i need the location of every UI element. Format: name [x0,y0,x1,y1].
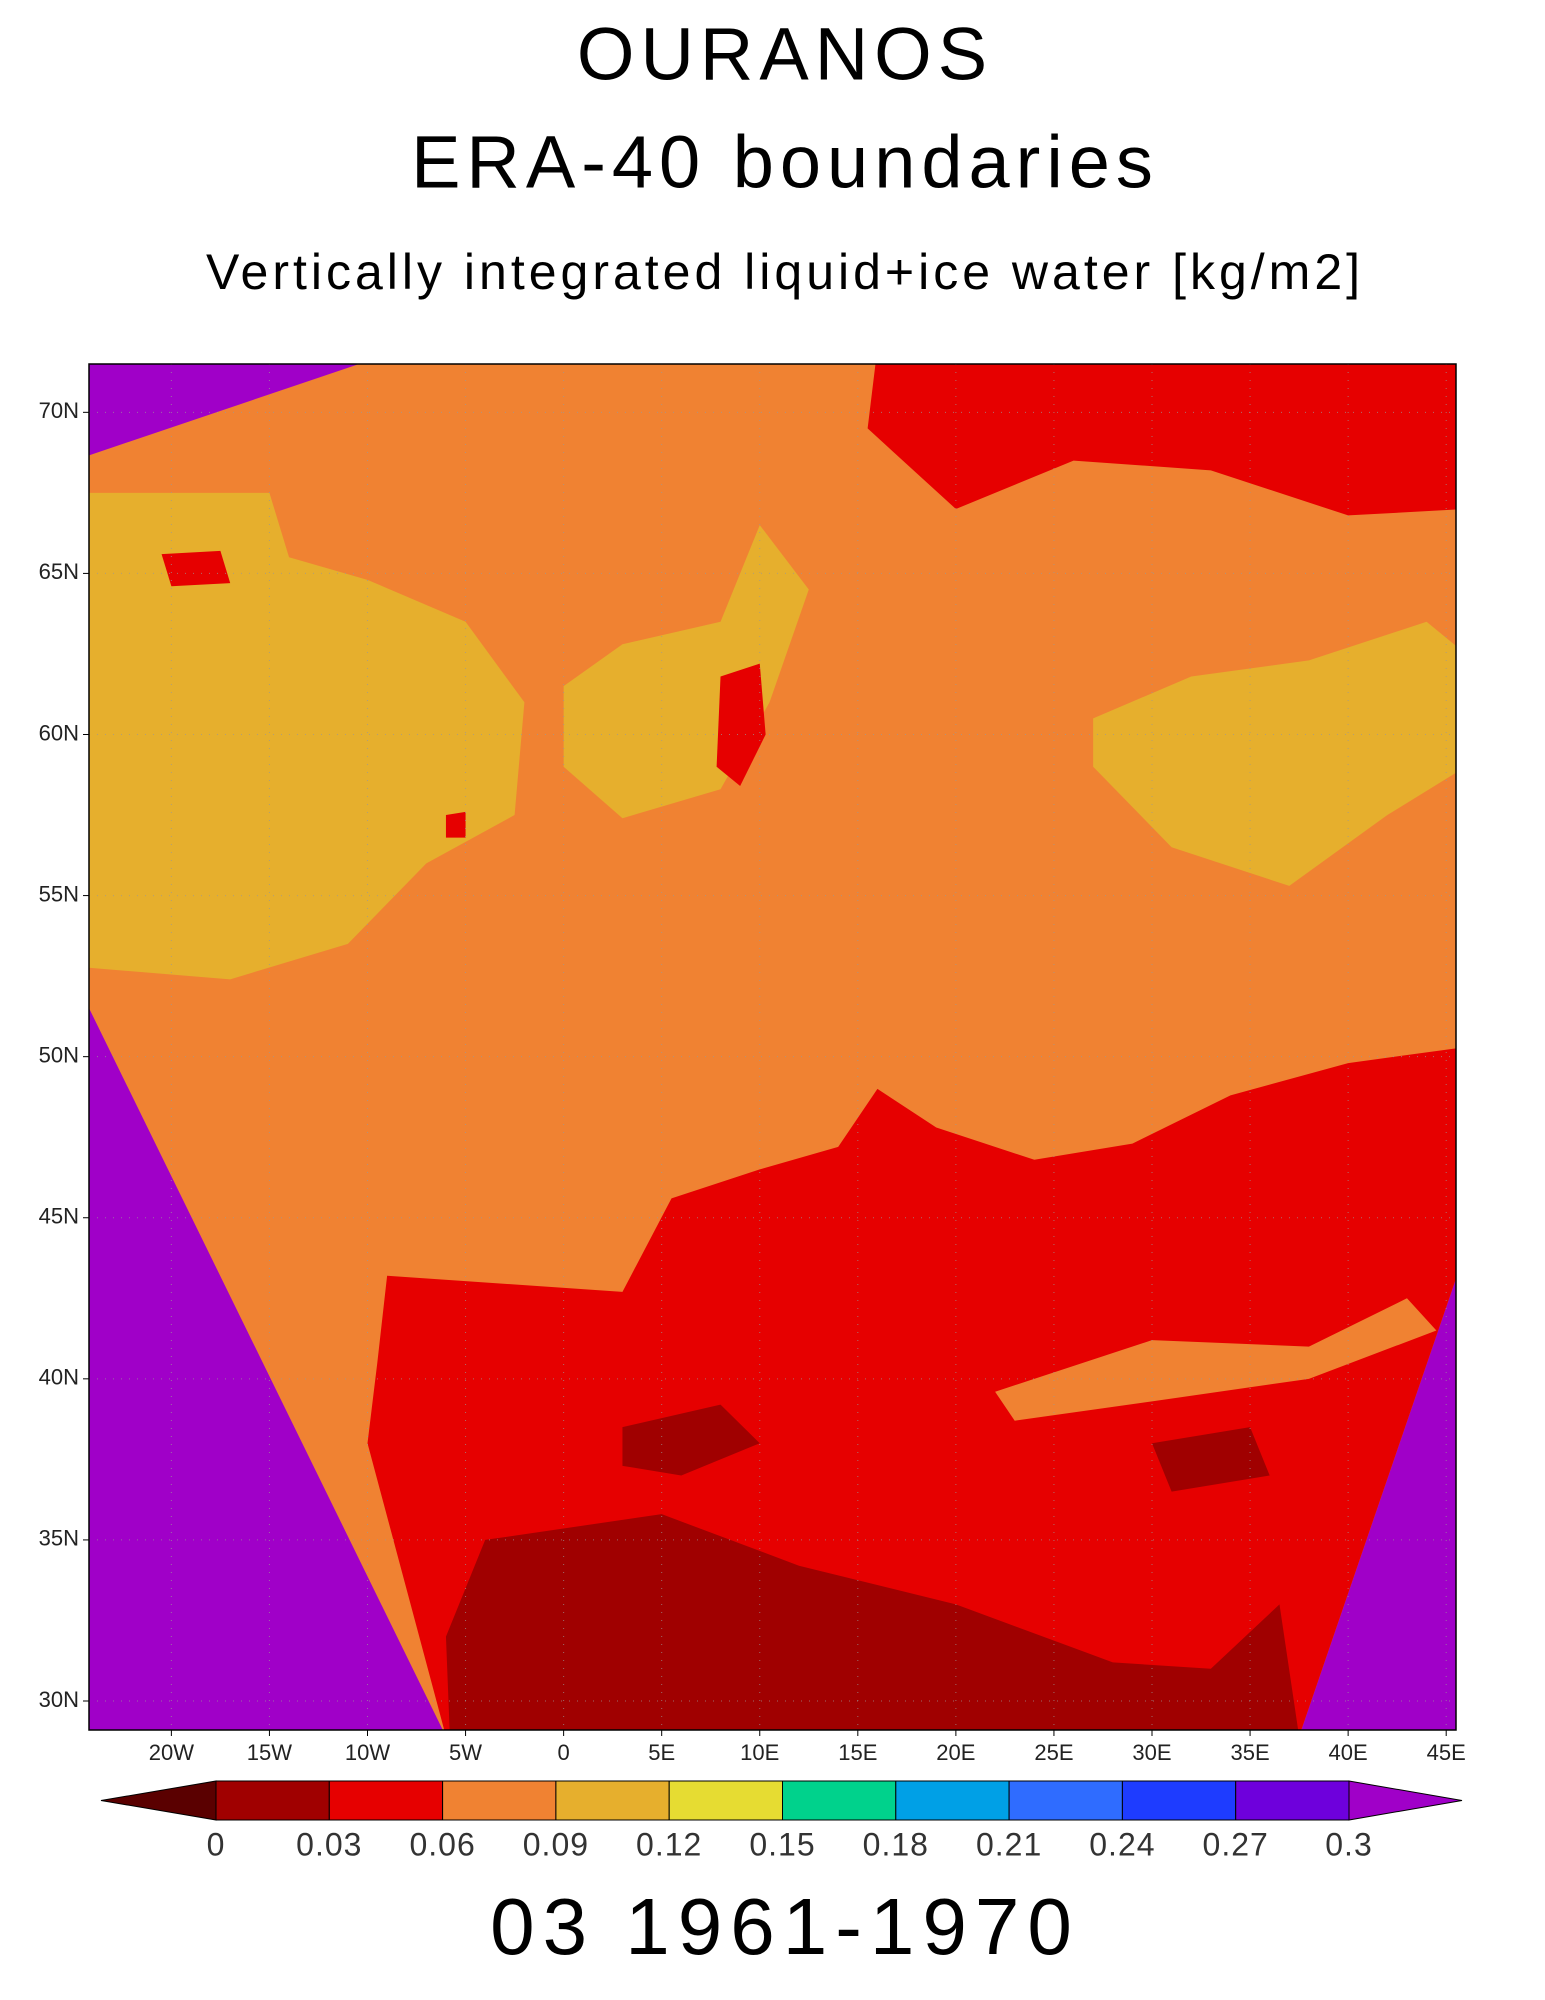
colorbar-box [555,1780,670,1821]
colorbar-label: 0.15 [749,1826,815,1862]
field-region [161,550,231,587]
colorbar-label: 0.18 [863,1826,929,1862]
x-tick-label: 5W [449,1740,482,1765]
colorbar: 0 0.03 0.06 0.09 0.12 0.15 0.18 0.21 0.24 0.27 0.3 [100,1780,1463,1862]
x-tick-label: 15E [838,1740,877,1765]
x-tick-label: 0 [558,1740,570,1765]
x-tick-label: 25E [1034,1740,1073,1765]
map-area [89,364,1456,1730]
colorbar-box [895,1780,1010,1821]
colorbar-box [328,1780,444,1821]
title: OURANOS [577,13,993,96]
colorbar-label: 0.12 [636,1826,702,1862]
y-tick-label: 70N [39,398,79,423]
x-tick-label: 40E [1329,1740,1368,1765]
colorbar-label: 0.24 [1089,1826,1155,1862]
field-region [445,811,466,838]
colorbar-label: 0 [207,1826,226,1862]
overlay: 20W 15W 10W 5W 0 5E 10E 15E 20E 25E 30E 35E 40E 45E 30… [39,364,1466,1765]
colorbar-box [1121,1780,1237,1821]
colorbar-box [442,1780,557,1821]
x-tick-label: 35E [1230,1740,1269,1765]
colorbar-box [1008,1780,1123,1821]
footer: 03 1961-1970 [490,1882,1080,1971]
colorbar-box [1235,1780,1350,1821]
field-region [716,663,766,787]
map-frame [88,363,1457,1731]
colorbar-box [668,1780,784,1821]
field-region [622,1404,760,1476]
colorbar-label: 0.3 [1325,1826,1372,1862]
x-tick-label: 15W [247,1740,292,1765]
field-region [445,1514,1299,1730]
field-region [867,364,1456,516]
colorbar-label: 0.27 [1203,1826,1269,1862]
colorbar-box [215,1780,330,1821]
x-tick-label: 30E [1132,1740,1171,1765]
colorbar-arrow [100,1780,217,1821]
y-tick-label: 65N [39,559,79,584]
y-tick-label: 30N [39,1687,79,1712]
colorbar-label: 0.21 [976,1826,1042,1862]
y-tick-label: 60N [39,720,79,745]
x-tick-label: 10W [345,1740,390,1765]
x-tick-label: 20W [149,1740,194,1765]
variable-label: Vertically integrated liquid+ice water [… [206,244,1364,300]
colorbar-box [782,1780,897,1821]
colorbar-label: 0.06 [409,1826,475,1862]
x-tick-label: 5E [648,1740,675,1765]
field-region [1152,1427,1270,1492]
field-region [563,525,809,819]
x-tick-label: 45E [1427,1740,1466,1765]
y-tick-label: 50N [39,1042,79,1067]
x-tick-label: 20E [936,1740,975,1765]
field-region [995,1298,1437,1421]
x-tick-label: 10E [740,1740,779,1765]
colorbar-label: 0.09 [523,1826,589,1862]
subtitle: ERA-40 boundaries [411,121,1159,204]
colorbar-arrow [1348,1780,1463,1821]
y-tick-label: 40N [39,1365,79,1390]
y-tick-label: 35N [39,1526,79,1551]
field-region [1093,621,1456,886]
y-tick-label: 45N [39,1204,79,1229]
y-tick-label: 55N [39,881,79,906]
colorbar-label: 0.03 [296,1826,362,1862]
field-region [89,492,525,980]
